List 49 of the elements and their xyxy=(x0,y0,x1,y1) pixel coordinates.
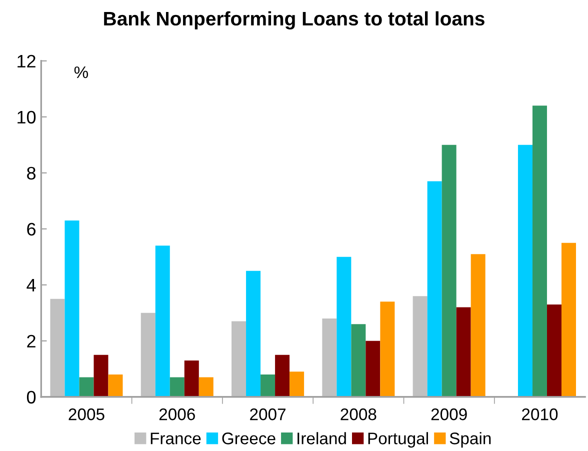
legend-label: Greece xyxy=(222,432,276,444)
bar xyxy=(442,144,456,397)
bar xyxy=(108,374,123,397)
y-tick-label: 0 xyxy=(26,390,36,404)
legend-label: France xyxy=(150,432,201,444)
x-tick-label: 2005 xyxy=(68,408,104,420)
bar xyxy=(351,324,366,397)
x-tick-label: 2007 xyxy=(250,408,286,420)
bar xyxy=(155,246,170,397)
bar xyxy=(79,377,94,397)
y-tick-label: 10 xyxy=(18,110,36,124)
bar xyxy=(198,377,214,397)
bar xyxy=(532,106,547,397)
bar xyxy=(184,360,199,397)
y-tick-label: 2 xyxy=(27,334,36,348)
bar xyxy=(456,307,471,397)
legend-label: Portugal xyxy=(368,432,428,448)
bar xyxy=(322,318,337,397)
bar xyxy=(64,220,80,397)
y-tick-label: 8 xyxy=(27,166,36,180)
bar xyxy=(561,242,576,397)
bar xyxy=(470,254,486,397)
x-tick-label: 2008 xyxy=(340,408,376,420)
bar xyxy=(260,374,276,397)
bar xyxy=(246,270,261,397)
bar xyxy=(518,144,532,397)
x-tick-label: 2009 xyxy=(431,408,467,420)
bar xyxy=(275,354,290,397)
bar xyxy=(140,312,156,397)
x-tick-label: 2010 xyxy=(522,408,558,420)
bar xyxy=(170,377,184,397)
bar xyxy=(412,296,428,397)
legend-label: Ireland xyxy=(298,432,346,444)
bar xyxy=(94,354,108,397)
y-tick-label: 4 xyxy=(26,279,36,292)
bar xyxy=(380,302,395,397)
bar xyxy=(546,304,562,397)
bar xyxy=(232,321,246,397)
y-axis-title: % xyxy=(74,66,88,78)
bar xyxy=(290,372,304,397)
chart-title: Bank Nonperforming Loans to total loans xyxy=(104,11,484,30)
x-tick-label: 2006 xyxy=(159,408,195,420)
bar xyxy=(427,181,442,397)
bar xyxy=(50,298,65,397)
bar xyxy=(336,256,352,397)
y-tick-label: 6 xyxy=(27,222,36,236)
y-tick-label: 12 xyxy=(18,54,36,68)
legend-label: Spain xyxy=(450,432,491,448)
bar xyxy=(366,340,380,397)
